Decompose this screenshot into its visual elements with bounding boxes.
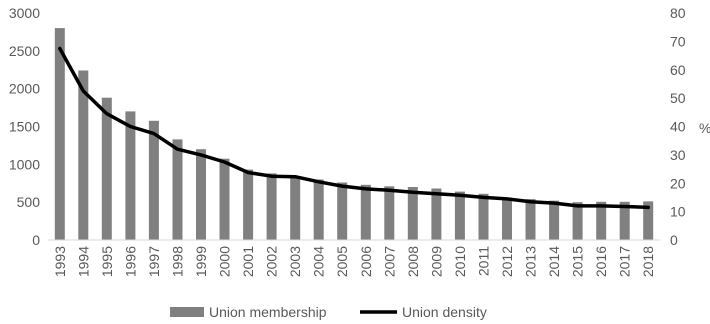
legend-label-union-density: Union density: [402, 304, 487, 320]
bar-union-membership-1999: [196, 149, 206, 240]
bar-union-membership-2003: [290, 176, 301, 240]
x-tick-label: 2000: [217, 246, 233, 277]
y-left-tick-label: 500: [17, 194, 41, 210]
x-tick-label: 2017: [617, 246, 633, 277]
x-tick-label: 2006: [358, 246, 374, 277]
legend-swatch-union-membership: [170, 307, 204, 317]
x-tick-label: 1995: [99, 246, 115, 277]
bar-union-membership-2011: [478, 193, 489, 240]
y-right-tick-label: 40: [670, 119, 686, 135]
y-right-tick-label: 60: [670, 62, 686, 78]
x-tick-label: 2010: [452, 246, 468, 277]
bar-union-membership-1995: [101, 97, 112, 240]
y-right-axis-label: %: [699, 120, 710, 136]
x-tick-label: 2015: [570, 246, 586, 277]
y-right-tick-label: 30: [670, 147, 686, 163]
x-tick-label: 1999: [193, 246, 209, 277]
y-right-tick-label: 50: [670, 90, 686, 106]
bar-union-membership-2005: [337, 182, 348, 240]
x-tick-label: 2018: [640, 246, 656, 277]
x-tick-label: 2002: [264, 246, 280, 277]
x-tick-label: 2012: [499, 246, 515, 277]
y-left-tick-label: 2000: [9, 81, 40, 97]
bar-union-membership-2013: [525, 199, 536, 240]
legend: Union membership Union density: [170, 304, 487, 320]
x-tick-label: 2005: [334, 246, 350, 277]
x-axis: 1993 1994 1995 1996 1997 1998 1999 2000 2001 2002…: [52, 246, 656, 277]
y-left-tick-label: 3000: [9, 5, 40, 21]
y-left-tick-label: 0: [32, 232, 40, 248]
bar-union-membership-2015: [572, 202, 583, 240]
bar-union-membership-2002: [266, 173, 277, 240]
y-left-tick-label: 1500: [9, 119, 40, 135]
y-right-tick-label: 20: [670, 175, 686, 191]
bar-union-membership-2017: [619, 201, 630, 240]
y-right-tick-label: 80: [670, 5, 686, 21]
x-tick-label: 2007: [381, 246, 397, 277]
x-tick-label: 2011: [476, 246, 492, 276]
y-right-tick-label: 10: [670, 204, 686, 220]
bar-union-membership-2000: [219, 158, 230, 240]
y-right-tick-label: 0: [670, 232, 678, 248]
bars-group: [54, 28, 654, 241]
series-line-union-density: [58, 46, 650, 210]
bar-union-membership-1994: [78, 70, 89, 240]
bar-union-membership-2001: [243, 169, 254, 240]
bar-union-membership-2008: [407, 187, 418, 240]
y-left-axis: 0 500 1000 1500 2000 2500 3000: [9, 5, 40, 248]
x-tick-label: 2003: [287, 246, 303, 277]
y-left-tick-label: 1000: [9, 156, 40, 172]
bar-union-membership-1993: [54, 28, 65, 240]
bar-union-membership-1997: [148, 120, 159, 240]
bar-union-membership-2007: [384, 186, 395, 240]
bar-union-membership-2006: [360, 184, 371, 240]
x-tick-label: 2008: [405, 246, 421, 277]
bar-union-membership-2014: [549, 200, 560, 240]
x-tick-label: 2001: [240, 246, 256, 277]
x-tick-label: 1997: [146, 246, 162, 277]
y-right-axis: 0 10 20 30 40 50 60 70 80: [670, 5, 686, 248]
x-tick-label: 1996: [122, 246, 138, 277]
x-tick-label: 2004: [311, 246, 327, 277]
legend-label-union-membership: Union membership: [209, 304, 327, 320]
bar-union-membership-2012: [502, 197, 512, 240]
x-tick-label: 1994: [75, 246, 91, 277]
bar-union-membership-2010: [454, 191, 465, 240]
x-tick-label: 2016: [593, 246, 609, 277]
bar-union-membership-2016: [596, 201, 607, 240]
x-tick-label: 2014: [546, 246, 562, 277]
x-tick-label: 2009: [428, 246, 444, 277]
bar-union-membership-2004: [313, 179, 324, 240]
x-tick-label: 2013: [523, 246, 539, 277]
bar-union-membership-2009: [431, 188, 442, 240]
x-tick-label: 1993: [52, 246, 68, 277]
y-right-tick-label: 70: [670, 33, 686, 49]
bar-union-membership-1996: [125, 111, 136, 241]
bar-union-membership-1998: [172, 139, 183, 240]
x-tick-label: 1998: [170, 246, 186, 277]
y-left-tick-label: 2500: [9, 43, 40, 59]
bar-union-membership-2018: [643, 201, 654, 240]
